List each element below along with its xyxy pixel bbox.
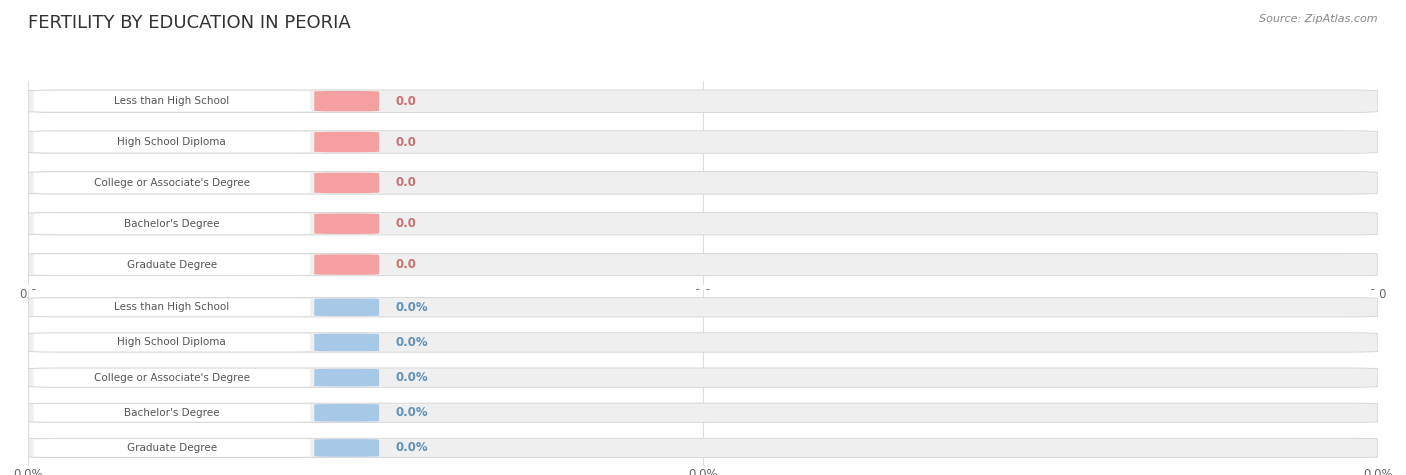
Text: 0.0%: 0.0% bbox=[395, 336, 427, 349]
Text: 0.0: 0.0 bbox=[395, 217, 416, 230]
Text: Less than High School: Less than High School bbox=[114, 96, 229, 106]
FancyBboxPatch shape bbox=[315, 132, 380, 152]
FancyBboxPatch shape bbox=[34, 299, 311, 316]
Text: Graduate Degree: Graduate Degree bbox=[127, 443, 217, 453]
FancyBboxPatch shape bbox=[315, 255, 380, 275]
FancyBboxPatch shape bbox=[34, 333, 311, 352]
FancyBboxPatch shape bbox=[28, 90, 1378, 113]
FancyBboxPatch shape bbox=[315, 404, 380, 422]
FancyBboxPatch shape bbox=[34, 214, 311, 234]
FancyBboxPatch shape bbox=[34, 172, 311, 193]
Text: College or Associate's Degree: College or Associate's Degree bbox=[94, 178, 250, 188]
FancyBboxPatch shape bbox=[28, 212, 1378, 235]
FancyBboxPatch shape bbox=[34, 404, 311, 422]
FancyBboxPatch shape bbox=[315, 369, 380, 387]
Text: College or Associate's Degree: College or Associate's Degree bbox=[94, 372, 250, 383]
FancyBboxPatch shape bbox=[34, 439, 311, 457]
Text: Graduate Degree: Graduate Degree bbox=[127, 259, 217, 270]
Text: Bachelor's Degree: Bachelor's Degree bbox=[124, 408, 219, 418]
Text: High School Diploma: High School Diploma bbox=[118, 337, 226, 348]
FancyBboxPatch shape bbox=[315, 172, 380, 193]
FancyBboxPatch shape bbox=[28, 298, 1378, 317]
Text: Source: ZipAtlas.com: Source: ZipAtlas.com bbox=[1260, 14, 1378, 24]
Text: FERTILITY BY EDUCATION IN PEORIA: FERTILITY BY EDUCATION IN PEORIA bbox=[28, 14, 352, 32]
Text: Bachelor's Degree: Bachelor's Degree bbox=[124, 218, 219, 229]
FancyBboxPatch shape bbox=[34, 369, 311, 387]
Text: 0.0%: 0.0% bbox=[395, 371, 427, 384]
FancyBboxPatch shape bbox=[28, 368, 1378, 387]
Text: 0.0%: 0.0% bbox=[395, 301, 427, 314]
FancyBboxPatch shape bbox=[28, 253, 1378, 276]
Text: 0.0: 0.0 bbox=[395, 258, 416, 271]
Text: 0.0%: 0.0% bbox=[395, 441, 427, 455]
FancyBboxPatch shape bbox=[315, 214, 380, 234]
FancyBboxPatch shape bbox=[28, 333, 1378, 352]
Text: Less than High School: Less than High School bbox=[114, 302, 229, 313]
FancyBboxPatch shape bbox=[315, 91, 380, 111]
FancyBboxPatch shape bbox=[34, 255, 311, 275]
Text: High School Diploma: High School Diploma bbox=[118, 137, 226, 147]
FancyBboxPatch shape bbox=[34, 91, 311, 111]
Text: 0.0: 0.0 bbox=[395, 95, 416, 108]
FancyBboxPatch shape bbox=[315, 333, 380, 352]
FancyBboxPatch shape bbox=[28, 438, 1378, 457]
FancyBboxPatch shape bbox=[315, 299, 380, 316]
FancyBboxPatch shape bbox=[28, 171, 1378, 194]
Text: 0.0: 0.0 bbox=[395, 176, 416, 190]
FancyBboxPatch shape bbox=[315, 439, 380, 457]
Text: 0.0%: 0.0% bbox=[395, 406, 427, 419]
FancyBboxPatch shape bbox=[28, 131, 1378, 153]
Text: 0.0: 0.0 bbox=[395, 135, 416, 149]
FancyBboxPatch shape bbox=[34, 132, 311, 152]
FancyBboxPatch shape bbox=[28, 403, 1378, 422]
